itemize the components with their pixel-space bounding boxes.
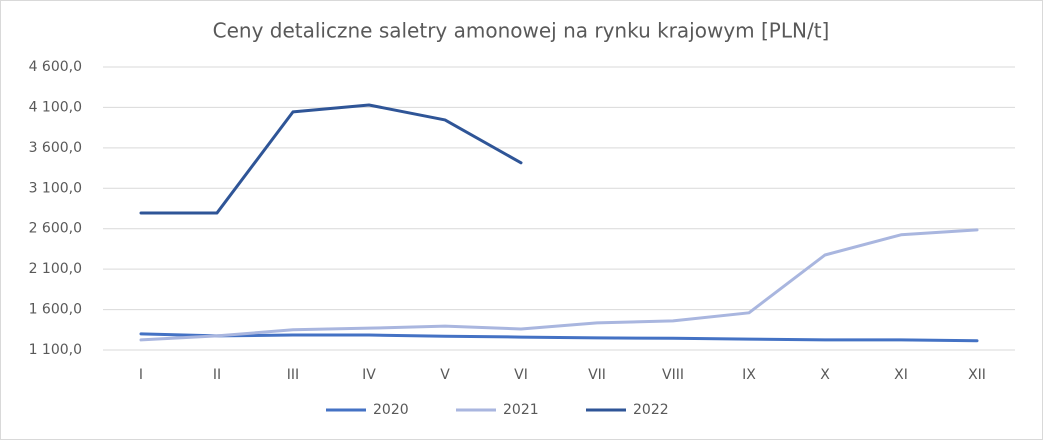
series-line <box>139 103 523 215</box>
x-tick-label: IX <box>742 367 756 383</box>
y-tick-label: 2 100,0 <box>29 261 82 277</box>
legend-label: 2020 <box>373 402 409 418</box>
y-tick-label: 3 100,0 <box>29 180 82 196</box>
y-tick-label: 1 600,0 <box>29 302 82 318</box>
x-tick-label: III <box>287 367 299 383</box>
x-tick-label: II <box>213 367 221 383</box>
x-tick-label: VI <box>514 367 528 383</box>
legend-label: 2021 <box>503 402 539 418</box>
y-tick-label: 4 600,0 <box>29 59 82 75</box>
x-tick-label: VIII <box>662 367 684 383</box>
x-tick-label: IV <box>362 367 376 383</box>
chart-title: Ceny detaliczne saletry amonowej na rynk… <box>213 19 830 43</box>
series-line <box>139 332 979 343</box>
y-tick-label: 4 100,0 <box>29 99 82 115</box>
legend-label: 2022 <box>633 402 669 418</box>
x-tick-label: XI <box>894 367 908 383</box>
y-tick-label: 2 600,0 <box>29 221 82 237</box>
y-tick-label: 3 600,0 <box>29 140 82 156</box>
x-tick-label: V <box>440 367 450 383</box>
x-tick-label: I <box>139 367 143 383</box>
y-tick-label: 1 100,0 <box>29 342 82 358</box>
x-tick-label: XII <box>968 367 986 383</box>
series-line <box>139 228 979 342</box>
x-tick-label: VII <box>588 367 606 383</box>
x-tick-label: X <box>820 367 830 383</box>
